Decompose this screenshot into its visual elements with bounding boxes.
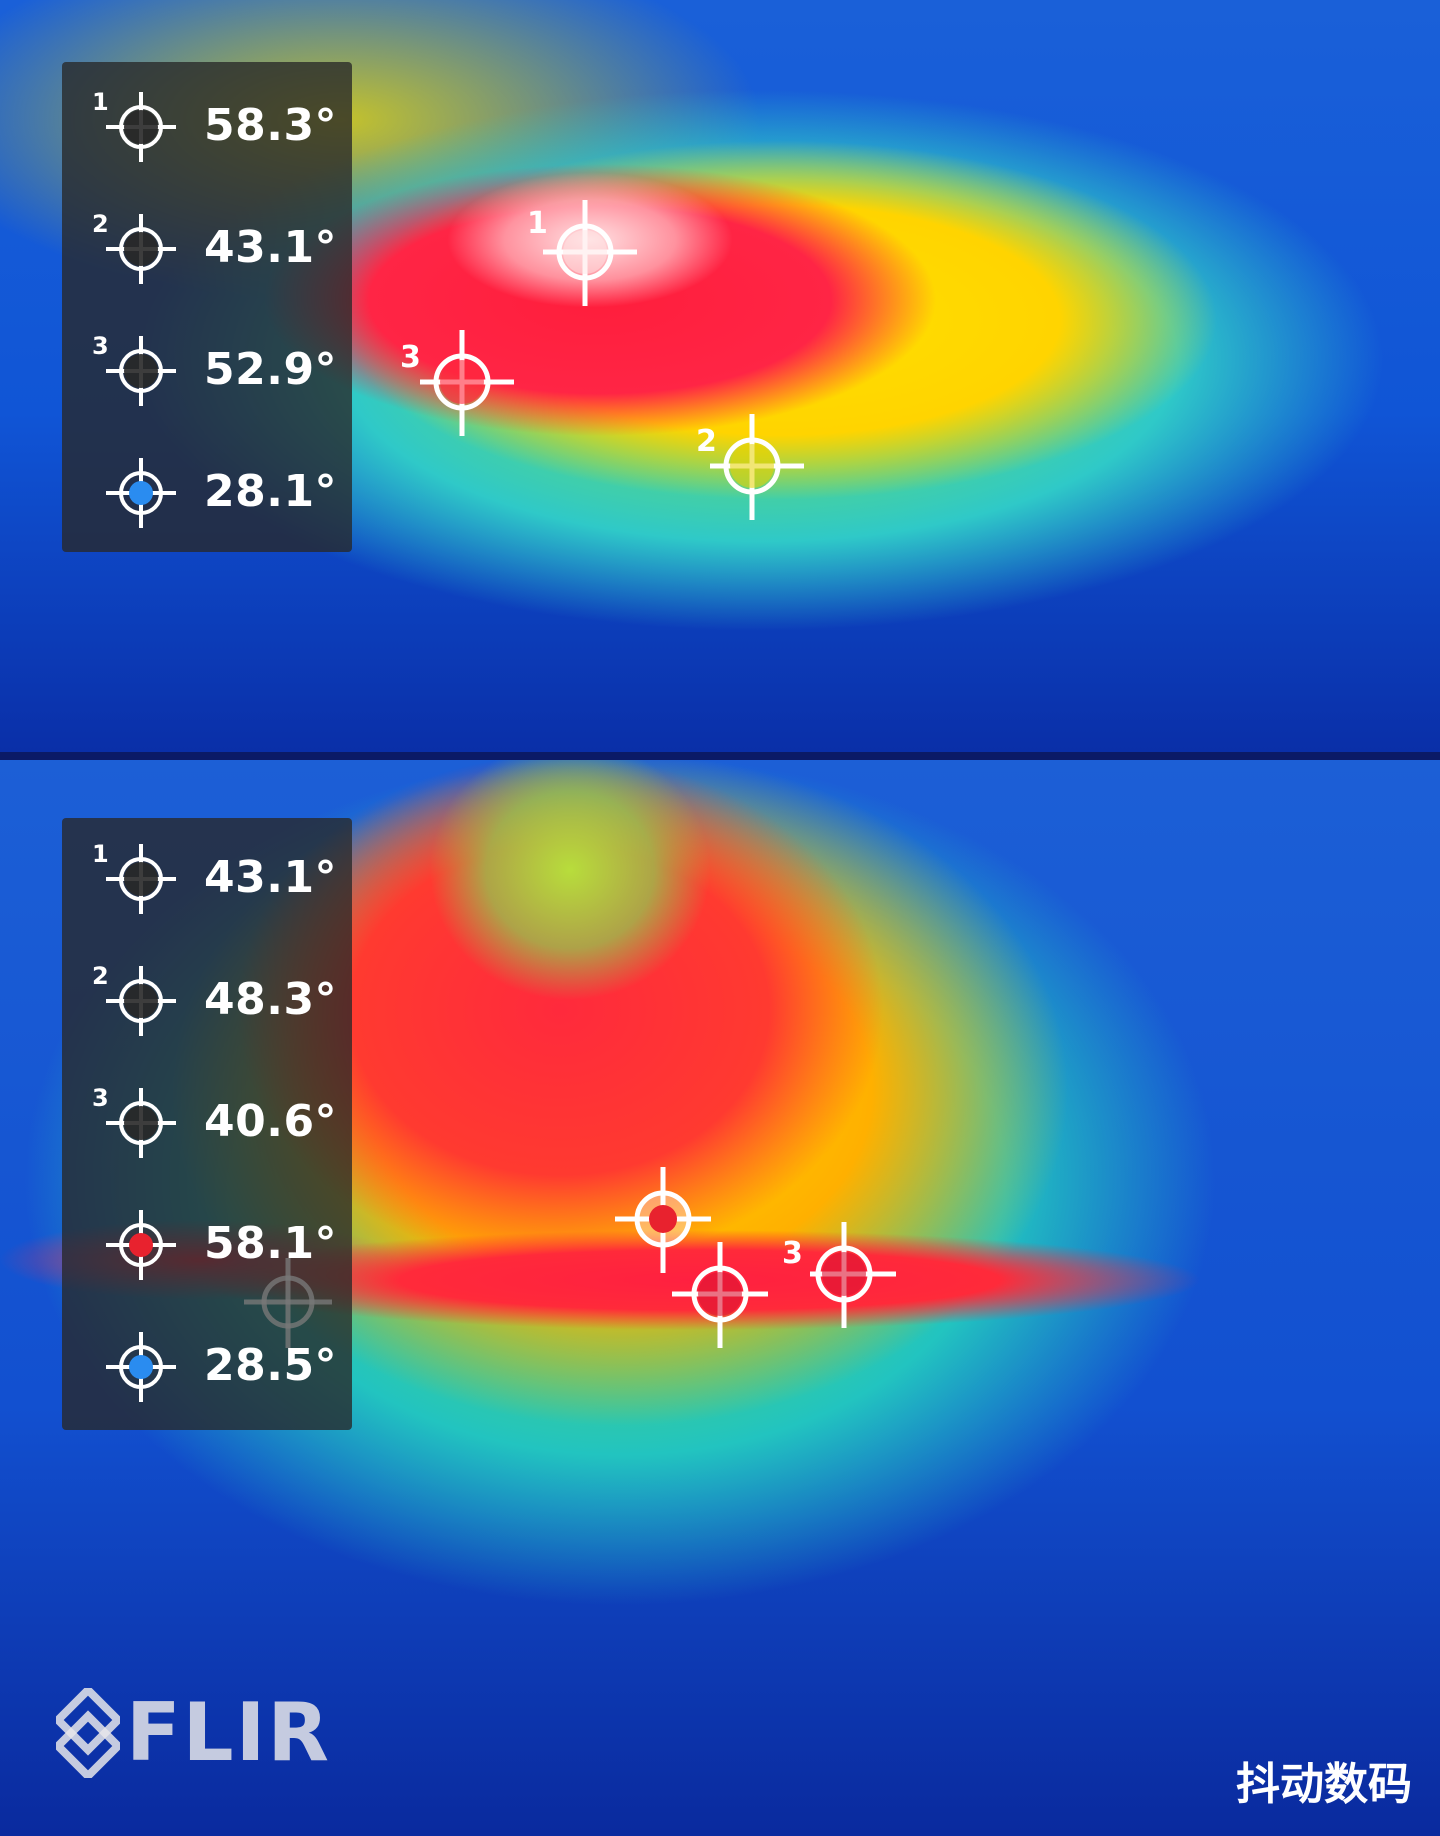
spotmeter-icon: [106, 92, 176, 162]
cold-spot-icon: [106, 458, 176, 528]
spot-index: 2: [92, 210, 109, 238]
reading-row: 2 43.1°: [62, 194, 352, 304]
hot-spot-icon: [106, 1210, 176, 1280]
spot-marker-1[interactable]: [240, 1248, 336, 1362]
spot-index: 3: [92, 332, 109, 360]
temperature-value: 40.6°: [204, 1096, 338, 1147]
temperature-value: 43.1°: [204, 852, 338, 903]
frame-divider: [0, 752, 1440, 760]
spotmeter-icon: [106, 966, 176, 1036]
spot-marker-3[interactable]: 3: [400, 328, 516, 442]
crosshair-icon: [543, 200, 637, 306]
flir-logo: FLIR: [56, 1685, 331, 1780]
crosshair-icon: [615, 1167, 711, 1273]
spotmeter-icon: [106, 844, 176, 914]
reading-row: 3 52.9°: [62, 316, 352, 426]
spot-marker-2[interactable]: [672, 1240, 768, 1354]
measurement-panel-bottom: 1 43.1° 2 48.3° 3: [62, 818, 352, 1430]
thermal-image-bottom: 1 43.1° 2 48.3° 3: [0, 760, 1440, 1836]
spot-index: 2: [92, 962, 109, 990]
reading-row: 1 58.3°: [62, 72, 352, 182]
watermark: 抖动数码: [1236, 1759, 1412, 1810]
marker-label: 1: [527, 206, 548, 241]
flir-logo-text: FLIR: [126, 1686, 331, 1779]
crosshair-icon: [710, 414, 804, 520]
spotmeter-icon: [106, 1088, 176, 1158]
reading-row: 3 40.6°: [62, 1068, 352, 1178]
temperature-value: 43.1°: [204, 222, 338, 273]
spot-index: 3: [92, 1084, 109, 1112]
marker-label: 3: [782, 1236, 803, 1271]
temperature-value: 28.5°: [204, 1340, 338, 1391]
temperature-value: 48.3°: [204, 974, 338, 1025]
crosshair-icon: [244, 1258, 332, 1348]
marker-label: 3: [400, 340, 421, 375]
crosshair-icon: [672, 1242, 768, 1348]
cold-spot-icon: [106, 1332, 176, 1402]
spot-marker-3[interactable]: 3: [782, 1220, 906, 1334]
marker-label: 2: [696, 424, 717, 459]
spot-marker-2[interactable]: 2: [696, 412, 806, 526]
temperature-value: 28.1°: [204, 466, 338, 517]
temperature-value: 52.9°: [204, 344, 338, 395]
measurement-panel-top: 1 58.3° 2 43.1° 3: [62, 62, 352, 552]
reading-row: 58.1°: [62, 1190, 352, 1300]
spot-index: 1: [92, 840, 109, 868]
reading-row: 2 48.3°: [62, 946, 352, 1056]
reading-row: 28.1°: [62, 438, 352, 548]
flir-diamond-icon: [56, 1687, 120, 1778]
spotmeter-icon: [106, 336, 176, 406]
temperature-value: 58.3°: [204, 100, 338, 151]
reading-row: 1 43.1°: [62, 824, 352, 934]
temperature-value: 58.1°: [204, 1218, 338, 1269]
spot-marker-1[interactable]: 1: [527, 198, 639, 312]
crosshair-icon: [420, 330, 514, 436]
crosshair-icon: [810, 1222, 896, 1328]
thermal-image-top: 1 58.3° 2 43.1° 3: [0, 0, 1440, 752]
reading-row: 28.5°: [62, 1312, 352, 1422]
hot-spot-marker[interactable]: [615, 1165, 711, 1279]
spot-index: 1: [92, 88, 109, 116]
spotmeter-icon: [106, 214, 176, 284]
